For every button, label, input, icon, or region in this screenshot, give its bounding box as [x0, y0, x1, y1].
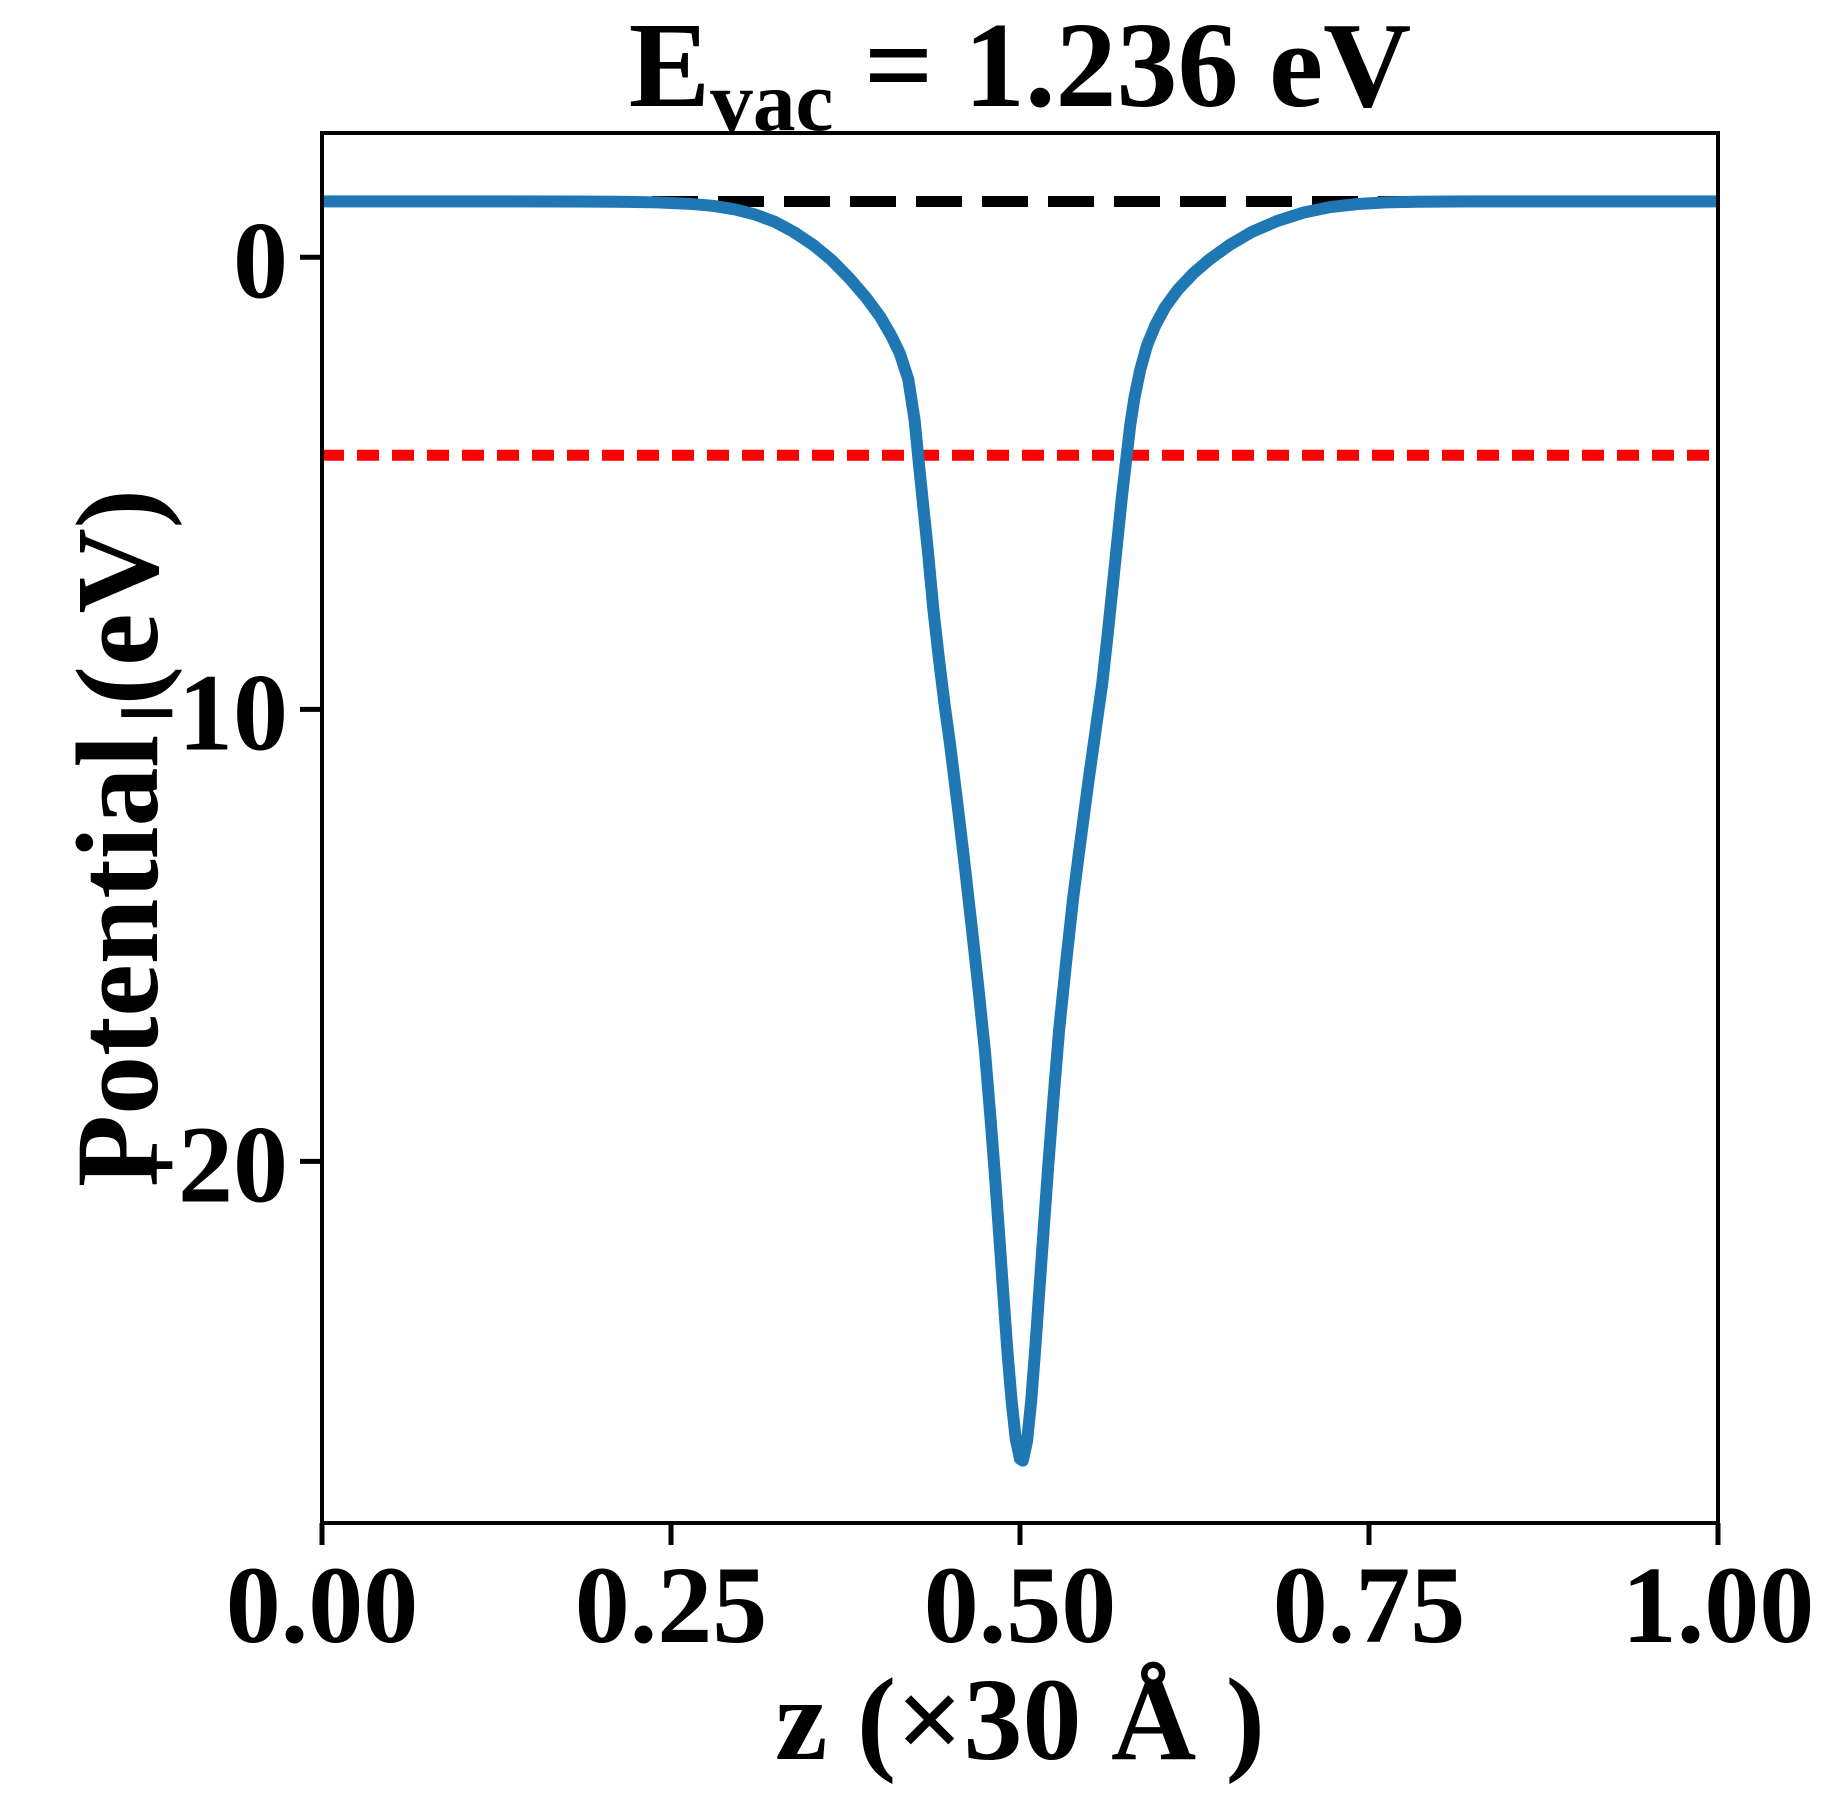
title-subscript: vac: [710, 54, 834, 149]
x-tick-label: 1.00: [1622, 1544, 1815, 1666]
y-axis-label: Potential (eV): [52, 489, 183, 1187]
x-tick-label: 0.75: [1273, 1544, 1466, 1666]
y-tick-label: −20: [115, 1103, 288, 1225]
chart-title: Evac = 1.236 eV: [322, 0, 1718, 144]
x-tick-label: 0.00: [226, 1544, 419, 1666]
axes-frame: [320, 131, 1720, 1525]
title-symbol: E: [628, 0, 711, 133]
y-tick-label: 0: [233, 199, 288, 321]
y-tick-label: −10: [115, 651, 288, 773]
x-tick-label: 0.25: [575, 1544, 768, 1666]
planar-averaged-potential-curve: [322, 195, 1718, 1467]
x-tick-label: 0.50: [924, 1544, 1117, 1666]
title-value: = 1.236 eV: [833, 0, 1412, 133]
x-axis-label: z (×30 Å ): [775, 1654, 1265, 1785]
